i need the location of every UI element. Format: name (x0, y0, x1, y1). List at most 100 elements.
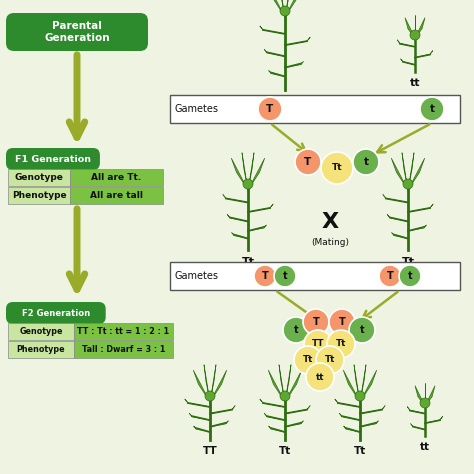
Polygon shape (232, 233, 248, 238)
Polygon shape (210, 406, 235, 414)
Polygon shape (223, 194, 248, 202)
Polygon shape (285, 62, 303, 68)
Polygon shape (248, 225, 266, 231)
FancyBboxPatch shape (70, 169, 163, 186)
Circle shape (295, 149, 321, 175)
Text: Tt: Tt (354, 446, 366, 456)
Text: t: t (408, 271, 412, 281)
Polygon shape (360, 370, 377, 402)
Text: Genotype: Genotype (19, 327, 63, 336)
Polygon shape (248, 153, 254, 190)
Polygon shape (210, 365, 216, 402)
Polygon shape (387, 215, 408, 221)
Text: t: t (364, 157, 368, 167)
Circle shape (254, 265, 276, 287)
Circle shape (353, 149, 379, 175)
Polygon shape (285, 0, 291, 17)
Polygon shape (335, 399, 360, 407)
Polygon shape (360, 365, 366, 402)
Circle shape (258, 97, 282, 121)
Text: T: T (266, 104, 273, 114)
FancyBboxPatch shape (8, 323, 74, 340)
Text: t: t (429, 104, 435, 114)
Circle shape (321, 152, 353, 184)
Polygon shape (231, 158, 248, 190)
Circle shape (420, 97, 444, 121)
Text: Tt: Tt (336, 339, 346, 348)
FancyBboxPatch shape (6, 13, 148, 51)
FancyBboxPatch shape (74, 323, 173, 340)
Text: Gametes: Gametes (175, 104, 219, 114)
Polygon shape (279, 365, 285, 402)
FancyBboxPatch shape (8, 187, 70, 204)
Polygon shape (397, 40, 415, 47)
Text: T: T (304, 157, 311, 167)
Polygon shape (227, 215, 248, 221)
Text: F1 Generation: F1 Generation (15, 155, 91, 164)
Polygon shape (402, 153, 408, 190)
Polygon shape (339, 413, 360, 420)
Text: Genotype: Genotype (15, 173, 64, 182)
Text: Tt: Tt (303, 356, 313, 365)
Polygon shape (383, 194, 408, 202)
Circle shape (243, 179, 253, 189)
Polygon shape (242, 153, 248, 190)
Polygon shape (285, 370, 302, 402)
FancyBboxPatch shape (170, 95, 460, 123)
Polygon shape (204, 365, 210, 402)
Text: Phenotype: Phenotype (12, 191, 66, 200)
Text: Tt: Tt (332, 164, 342, 173)
Text: F2 Generation: F2 Generation (22, 309, 90, 318)
Polygon shape (210, 421, 228, 427)
Text: T: T (262, 271, 268, 281)
Text: T: T (313, 317, 319, 327)
Text: Tall : Dwarf = 3 : 1: Tall : Dwarf = 3 : 1 (82, 345, 165, 354)
Polygon shape (408, 225, 427, 231)
Text: X: X (321, 212, 338, 232)
Text: TT: TT (277, 98, 293, 108)
Text: Phenotype: Phenotype (17, 345, 65, 354)
Polygon shape (285, 406, 310, 414)
Circle shape (294, 346, 322, 374)
Circle shape (420, 398, 430, 408)
Polygon shape (285, 0, 302, 17)
FancyBboxPatch shape (8, 341, 74, 358)
Polygon shape (279, 0, 285, 17)
Polygon shape (264, 49, 285, 56)
Polygon shape (408, 204, 433, 212)
Polygon shape (360, 421, 378, 427)
Circle shape (403, 179, 413, 189)
Circle shape (304, 330, 332, 358)
Polygon shape (415, 18, 425, 38)
Polygon shape (401, 59, 415, 65)
Polygon shape (269, 71, 285, 76)
Text: Tt: Tt (279, 446, 291, 456)
Circle shape (280, 6, 290, 16)
Circle shape (280, 391, 290, 401)
Text: All are tall: All are tall (90, 191, 143, 200)
Polygon shape (354, 365, 360, 402)
Polygon shape (415, 51, 433, 58)
Text: Parental
Generation: Parental Generation (44, 21, 110, 43)
Polygon shape (285, 421, 303, 427)
Text: Tt: Tt (325, 356, 335, 365)
Polygon shape (248, 204, 273, 212)
Polygon shape (268, 370, 285, 402)
Circle shape (274, 265, 296, 287)
Circle shape (205, 391, 215, 401)
Text: Tt: Tt (401, 257, 414, 267)
Circle shape (399, 265, 421, 287)
Circle shape (349, 317, 375, 343)
Text: tt: tt (410, 78, 420, 88)
Circle shape (355, 391, 365, 401)
Circle shape (316, 346, 344, 374)
Circle shape (303, 309, 329, 335)
Text: t: t (283, 271, 287, 281)
Polygon shape (408, 158, 425, 190)
Polygon shape (185, 399, 210, 407)
Polygon shape (210, 370, 227, 402)
FancyBboxPatch shape (6, 302, 106, 324)
Circle shape (283, 317, 309, 343)
Text: TT: TT (202, 446, 218, 456)
Text: T: T (387, 271, 393, 281)
